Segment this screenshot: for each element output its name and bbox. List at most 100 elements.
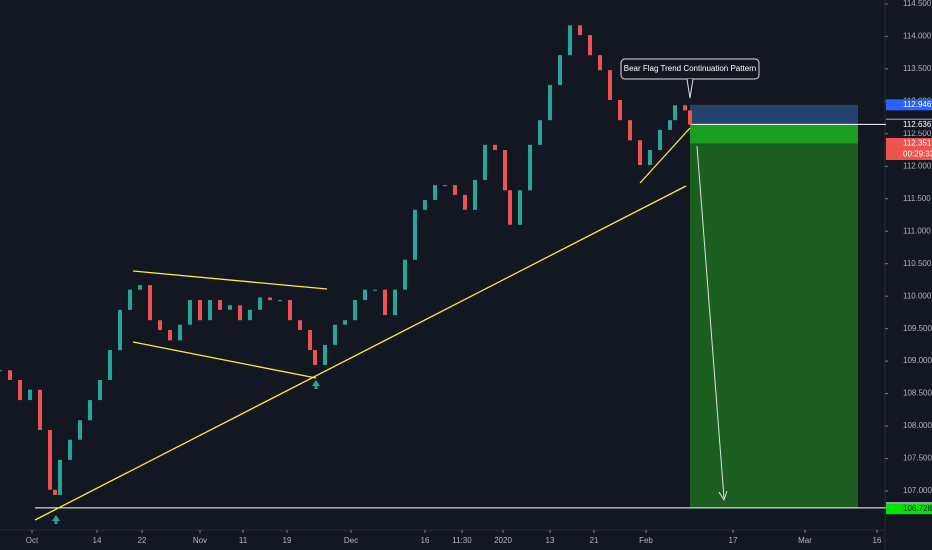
price-label: 106.728 xyxy=(903,504,932,513)
y-tick-label: 107.000 xyxy=(903,486,932,495)
flag-line xyxy=(132,341,317,379)
candle xyxy=(528,144,532,191)
candle xyxy=(148,285,152,321)
candle xyxy=(518,190,522,225)
x-tick-label: Feb xyxy=(639,536,653,545)
candle xyxy=(598,55,602,71)
y-tick-label: 114.500 xyxy=(903,0,932,8)
y-tick-label: 111.000 xyxy=(903,226,931,235)
candle xyxy=(668,120,672,130)
price-label: 112.636 xyxy=(903,120,932,129)
candle xyxy=(18,379,22,401)
candle xyxy=(503,150,507,191)
candle xyxy=(128,289,132,310)
filled-zone xyxy=(690,124,858,144)
y-tick-label: 108.000 xyxy=(903,421,932,430)
candle xyxy=(108,350,112,380)
candle xyxy=(423,200,427,210)
candle xyxy=(188,300,192,325)
y-tick-label: 109.500 xyxy=(903,324,932,333)
x-tick-label: 2020 xyxy=(494,536,512,545)
y-tick-label: 110.500 xyxy=(903,259,932,268)
x-tick-label: 13 xyxy=(546,536,555,545)
candle xyxy=(8,370,12,380)
candle xyxy=(268,297,272,301)
y-tick-label: 108.500 xyxy=(903,389,932,398)
candle xyxy=(198,300,202,321)
x-tick-label: 19 xyxy=(283,536,292,545)
x-tick-label: 17 xyxy=(729,536,738,545)
candle xyxy=(493,144,497,151)
candle xyxy=(558,55,562,86)
y-tick-label: 111.500 xyxy=(903,194,931,203)
target-zone xyxy=(690,124,858,508)
candle xyxy=(628,120,632,141)
candle xyxy=(48,429,52,490)
candle xyxy=(298,320,302,330)
candle xyxy=(98,379,102,401)
candle xyxy=(68,439,72,460)
candle xyxy=(343,320,347,325)
candle xyxy=(88,400,92,421)
candle xyxy=(463,194,467,210)
candle xyxy=(433,185,437,201)
candle xyxy=(413,209,417,260)
candle xyxy=(58,459,62,495)
candle xyxy=(673,105,677,121)
candle xyxy=(483,144,487,180)
candle xyxy=(453,185,457,195)
candle xyxy=(278,300,282,302)
candle xyxy=(313,350,317,366)
y-tick-label: 110.000 xyxy=(903,291,932,300)
x-tick-label: 16 xyxy=(421,536,430,545)
y-tick-label: 112.000 xyxy=(903,161,932,170)
candle xyxy=(238,305,242,321)
target-arrow xyxy=(696,145,728,502)
candle xyxy=(118,309,122,351)
annotation-pointer xyxy=(686,78,694,99)
candle xyxy=(78,420,82,440)
candle xyxy=(393,289,397,316)
candle xyxy=(578,25,582,36)
candle xyxy=(638,140,642,165)
candle xyxy=(0,370,2,372)
x-tick-label: 16 xyxy=(873,536,882,545)
x-tick-label: 21 xyxy=(590,536,599,545)
candle xyxy=(473,179,477,210)
candle xyxy=(323,344,327,366)
stop-zone xyxy=(690,104,858,125)
candle xyxy=(683,105,687,111)
candle xyxy=(168,329,172,341)
flag-line xyxy=(639,127,691,184)
candle xyxy=(508,190,512,225)
price-label: 112.946 xyxy=(903,100,932,109)
x-tick-label: Mar xyxy=(798,536,812,545)
y-tick-label: 113.500 xyxy=(903,64,932,73)
candle xyxy=(28,389,32,401)
candle xyxy=(608,70,612,101)
candle xyxy=(383,289,387,316)
candle xyxy=(38,389,42,430)
y-tick-label: 112.500 xyxy=(903,129,932,138)
flag-line xyxy=(132,270,328,290)
candle xyxy=(548,85,552,121)
x-tick-label: 22 xyxy=(138,536,147,545)
x-tick-label: 11:30 xyxy=(452,536,472,545)
candle xyxy=(208,300,212,321)
candle xyxy=(218,300,222,310)
x-tick-label: Dec xyxy=(344,536,358,545)
candle xyxy=(158,320,162,330)
candle xyxy=(258,297,262,310)
candle xyxy=(138,285,142,290)
candle xyxy=(403,259,407,290)
candle xyxy=(353,300,357,321)
price-label-bg xyxy=(886,119,932,131)
price-label-bg xyxy=(886,503,932,515)
candle xyxy=(228,305,232,310)
price-label-bg xyxy=(886,99,932,111)
countdown-bg xyxy=(886,148,932,160)
annotation-text: Bear Flag Trend Continuation Pattern xyxy=(624,64,757,73)
drawings xyxy=(34,127,691,521)
